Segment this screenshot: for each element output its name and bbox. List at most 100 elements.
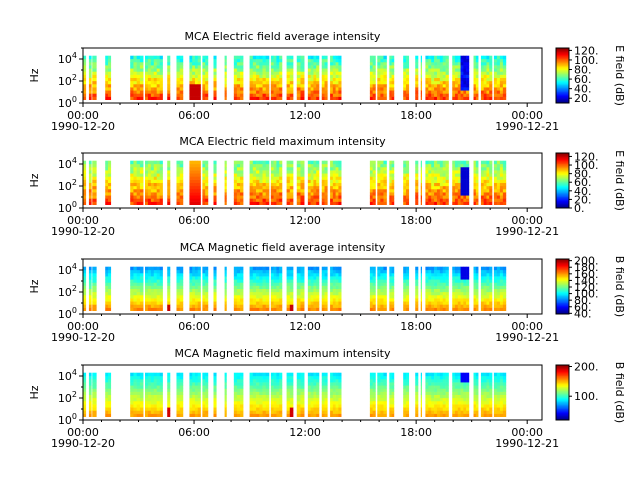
- spectrogram-cell: [493, 307, 498, 311]
- spectrogram-cell: [455, 291, 459, 296]
- spectrogram-cell: [213, 391, 217, 395]
- spectrogram-cell: [389, 192, 392, 196]
- spectrogram-cell: [321, 176, 325, 180]
- spectrogram-cell: [136, 388, 141, 392]
- spectrogram-cell: [434, 269, 438, 274]
- spectrogram-cell: [179, 298, 184, 302]
- spectrogram-cell: [233, 198, 238, 202]
- spectrogram-cell: [259, 163, 263, 168]
- spectrogram-cell: [136, 410, 141, 414]
- spectrogram-cell: [133, 378, 137, 383]
- spectrogram-cell: [420, 391, 422, 395]
- spectrogram-cell: [445, 87, 449, 91]
- spectrogram-cell: [442, 74, 446, 78]
- spectrogram-cell: [431, 93, 435, 97]
- spectrogram-cell: [179, 304, 184, 308]
- spectrogram-cell: [369, 173, 373, 177]
- spectrogram-cell: [473, 276, 477, 280]
- colorbar-segment: [556, 264, 569, 267]
- spectrogram-cell: [192, 90, 196, 94]
- spectrogram-cell: [156, 266, 160, 271]
- spectrogram-cell: [156, 391, 160, 395]
- spectrogram-cell: [457, 93, 461, 97]
- spectrogram-cell: [252, 87, 257, 91]
- spectrogram-cell: [452, 61, 456, 66]
- spectrogram-cell: [372, 74, 376, 78]
- spectrogram-cell: [445, 279, 449, 283]
- spectrogram-cell: [270, 173, 274, 177]
- spectrogram-cell: [265, 288, 270, 293]
- spectrogram-cell: [256, 404, 260, 408]
- spectrogram-cell: [332, 307, 336, 311]
- spectrogram-cell: [415, 298, 419, 302]
- spectrogram-cell: [213, 291, 217, 296]
- spectrogram-cell: [153, 266, 158, 271]
- spectrogram-cell: [338, 282, 342, 286]
- spectrogram-cell: [205, 298, 209, 302]
- spectrogram-cell: [249, 77, 254, 82]
- spectrogram-cell: [150, 80, 155, 85]
- spectrogram-cell: [455, 182, 459, 187]
- spectrogram-cell: [179, 65, 184, 69]
- spectrogram-cell: [369, 285, 373, 289]
- spectrogram-cell: [153, 58, 158, 63]
- spectrogram-cell: [150, 269, 155, 274]
- spectrogram-cell: [153, 182, 158, 187]
- spectrogram-cell: [445, 90, 449, 94]
- spectrogram-cell: [265, 55, 270, 60]
- spectrogram-cell: [463, 201, 467, 205]
- spectrogram-cell: [179, 182, 184, 187]
- spectrogram-cell: [233, 179, 238, 183]
- spectrogram-cell: [321, 397, 325, 402]
- spectrogram-cell: [147, 378, 152, 383]
- spectrogram-cell: [133, 201, 137, 205]
- spectrogram-cell: [256, 176, 260, 180]
- spectrogram-cell: [262, 279, 267, 283]
- spectrogram-cell: [455, 192, 459, 196]
- spectrogram-cell: [145, 80, 149, 85]
- spectrogram-cell: [296, 413, 301, 417]
- spectrogram-cell: [92, 93, 97, 97]
- spectrogram-cell: [480, 170, 484, 174]
- spectrogram-cell: [434, 388, 438, 392]
- spectrogram-cell: [460, 198, 464, 202]
- spectrogram-cell: [83, 192, 87, 196]
- spectrogram-cell: [463, 269, 467, 274]
- spectrogram-cell: [391, 407, 395, 411]
- spectrogram-cell: [330, 90, 334, 94]
- spectrogram-cell: [300, 182, 305, 187]
- spectrogram-cell: [289, 195, 294, 199]
- spectrogram-cell: [83, 301, 87, 305]
- spectrogram-cell: [256, 407, 260, 411]
- spectrogram-cell: [105, 276, 109, 280]
- spectrogram-cell: [369, 198, 373, 202]
- spectrogram-cell: [330, 58, 334, 63]
- spectrogram-cell: [189, 160, 193, 165]
- spectrogram-cell: [489, 160, 493, 165]
- spectrogram-cell: [273, 87, 277, 91]
- spectrogram-cell: [197, 173, 201, 177]
- spectrogram-cell: [289, 198, 294, 202]
- x-tick-label: 06:00: [178, 109, 210, 122]
- spectrogram-cell: [480, 83, 484, 88]
- spectrogram-cell: [133, 195, 137, 199]
- spectrogram-cell: [197, 179, 201, 183]
- spectrogram-cell: [270, 163, 274, 168]
- spectrogram-cell: [460, 166, 464, 171]
- spectrogram-cell: [442, 80, 446, 85]
- spectrogram-cell: [189, 77, 193, 82]
- spectrogram-cell: [383, 382, 387, 386]
- colorbar-segment: [556, 52, 569, 54]
- colorbar-segment: [556, 67, 569, 70]
- spectrogram-cell: [389, 375, 392, 380]
- spectrogram-cell: [463, 272, 467, 277]
- spectrogram-cell: [439, 90, 444, 94]
- spectrogram-cell: [83, 298, 87, 302]
- spectrogram-cell: [136, 385, 141, 389]
- spectrogram-cell: [332, 61, 336, 66]
- spectrogram-cell: [321, 276, 325, 280]
- spectrogram-cell: [300, 185, 305, 190]
- spectrogram-cell: [167, 266, 171, 271]
- spectrogram-cell: [249, 388, 254, 392]
- spectrogram-cell: [197, 382, 201, 386]
